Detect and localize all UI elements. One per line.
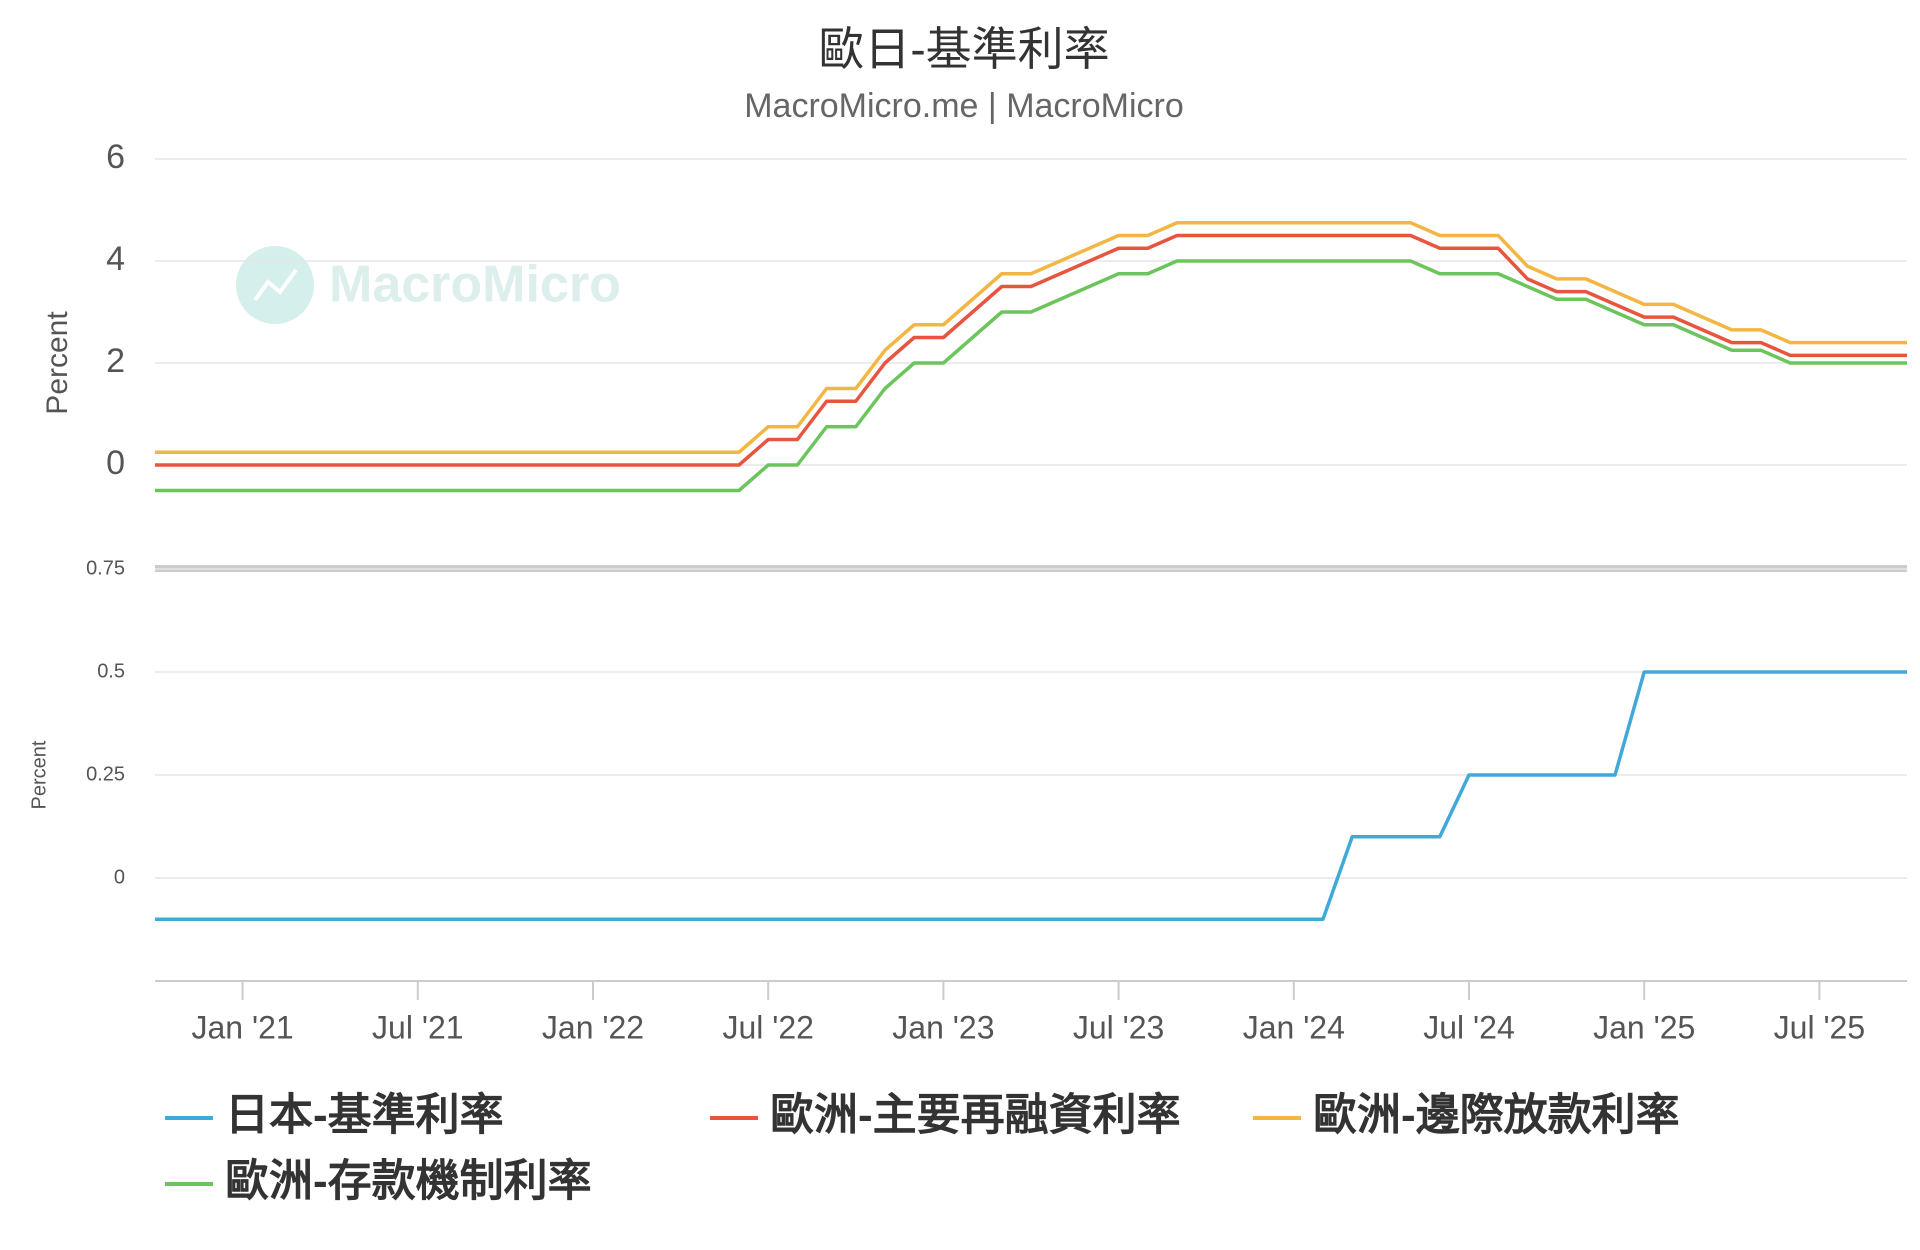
x-tick-label: Jul '23 — [1073, 1009, 1165, 1045]
x-tick-label: Jul '25 — [1774, 1009, 1866, 1045]
series-line — [155, 221, 1907, 454]
series-line — [155, 259, 1907, 493]
x-tick-label: Jan '25 — [1593, 1009, 1695, 1045]
y-axis-title: Percent — [28, 740, 50, 809]
y-tick-label: 4 — [106, 240, 125, 278]
y-tick-label: 0 — [106, 444, 125, 482]
legend-label: 歐洲-主要再融資利率 — [770, 1091, 1181, 1140]
chart-title: 歐日-基準利率 — [818, 23, 1109, 75]
y-tick-label: 6 — [106, 138, 125, 176]
x-tick-label: Jan '22 — [542, 1009, 644, 1045]
y-tick-label: 0 — [114, 866, 125, 888]
y-tick-label: 0.75 — [86, 557, 125, 579]
x-tick-label: Jul '21 — [372, 1009, 464, 1045]
legend-label: 日本-基準利率 — [225, 1091, 504, 1140]
chart-subtitle: MacroMicro.me | MacroMicro — [744, 87, 1184, 125]
legend-label: 歐洲-邊際放款利率 — [1313, 1091, 1680, 1140]
y-axis-title: Percent — [41, 311, 74, 415]
y-tick-label: 2 — [106, 342, 125, 380]
x-tick-label: Jan '24 — [1243, 1009, 1345, 1045]
y-tick-label: 0.25 — [86, 763, 125, 785]
x-tick-label: Jan '23 — [892, 1009, 994, 1045]
series-line — [155, 233, 1907, 467]
watermark: MacroMicro — [329, 256, 621, 314]
x-tick-label: Jan '21 — [192, 1009, 294, 1045]
watermark-icon — [236, 246, 314, 324]
x-tick-label: Jul '24 — [1423, 1009, 1515, 1045]
watermark-icon — [253, 268, 298, 302]
y-tick-label: 0.5 — [97, 660, 125, 682]
legend-label: 歐洲-存款機制利率 — [225, 1157, 592, 1206]
series-line — [155, 670, 1907, 921]
x-tick-label: Jul '22 — [722, 1009, 814, 1045]
